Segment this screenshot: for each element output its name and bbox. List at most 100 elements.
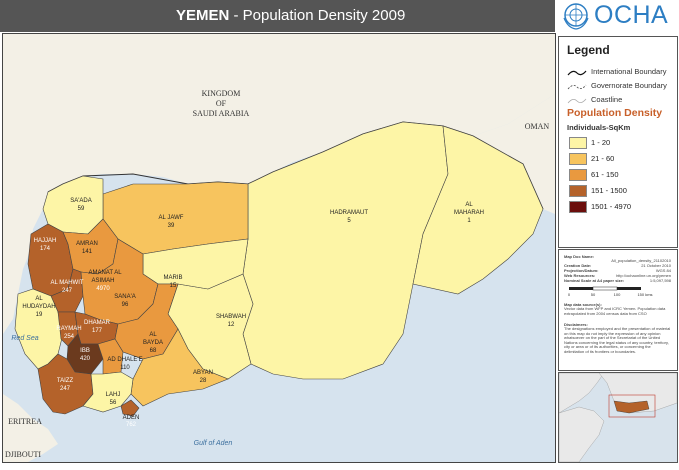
gov-name-amanat-1: AMANAT AL: [88, 270, 122, 276]
gov-name-aden: ADEN: [123, 415, 140, 421]
gov-value-raymah: 254: [64, 334, 75, 340]
legend-swatch-2: [569, 153, 587, 165]
gov-value-lahj: 56: [110, 400, 117, 406]
gov-value-ad-dhalee: 110: [120, 365, 130, 371]
gov-name-al-maharah-2: MAHARAH: [454, 210, 484, 216]
gov-value-sanaa: 96: [122, 302, 129, 308]
info-sources-text: Vector data from WFP and ICRC Yemen. Pop…: [564, 306, 666, 316]
gov-name-dhamar: DHAMAR: [84, 320, 111, 326]
gov-value-al-mahwit: 247: [62, 288, 73, 294]
gov-name-amanat-2: ASIMAH: [91, 278, 114, 284]
region-al-maharah[interactable]: [412, 125, 544, 295]
gov-name-sanaa: SANA'A: [114, 294, 136, 300]
gov-name-al-hudaydah-1: AL: [35, 296, 43, 302]
gov-name-taizz: TAIZZ: [57, 378, 74, 384]
gov-name-al-bayda-2: BAYDA: [143, 340, 163, 346]
country-label-saudi-2: OF: [216, 99, 227, 108]
gov-value-amanat: 4970: [96, 286, 110, 292]
scale-tick-2: 100: [614, 292, 621, 297]
country-label-eritrea: ERITREA: [8, 417, 42, 426]
sea-label-red-sea: Red Sea: [11, 335, 38, 342]
legend-governorate-boundary: Governorate Boundary: [567, 81, 675, 93]
gov-name-raymah: RAYMAH: [56, 326, 81, 332]
governorate-boundary-icon: [567, 84, 587, 90]
country-label-saudi-1: KINGDOM: [202, 89, 241, 98]
gov-value-saada: 59: [78, 206, 85, 212]
saudi-arabia-land: [3, 34, 555, 334]
gov-name-saada: SA'ADA: [70, 198, 92, 204]
gov-value-al-bayda: 68: [150, 348, 157, 354]
un-emblem-icon: [563, 3, 589, 30]
gov-value-marib: 15: [170, 283, 177, 289]
legend-international-boundary: International Boundary: [567, 67, 675, 79]
gov-name-al-hudaydah-2: HUDAYDAH: [22, 304, 55, 310]
gov-value-shabwah: 12: [228, 322, 235, 328]
info-disclaimer-text: The designations employed and the presen…: [564, 326, 671, 354]
info-scale-label: Nominal Scale at A4 paper size:: [564, 278, 625, 283]
gov-name-al-mahwit: AL MAHWIT: [50, 280, 83, 286]
gov-value-aden: 762: [126, 422, 137, 428]
info-map-doc-label: Map Doc Name:: [564, 254, 595, 259]
country-label-saudi-3: SAUDI ARABIA: [193, 109, 250, 118]
gov-name-shabwah: SHABWAH: [216, 314, 246, 320]
inset-locator-map[interactable]: [558, 372, 678, 463]
gov-value-al-maharah: 1: [467, 218, 471, 224]
info-scale-value: 1:5,097,598: [649, 278, 671, 283]
info-projection-label: Projection/Datum:: [564, 268, 599, 273]
gov-value-dhamar: 177: [92, 328, 103, 334]
region-aden[interactable]: [120, 399, 140, 417]
gov-name-ad-dhalee: AD DHALE'E: [107, 357, 142, 363]
legend-class-5: 1501 - 4970: [569, 201, 673, 213]
legend-coastline: Coastline: [567, 95, 675, 107]
title-bar: YEMEN - Population Density 2009: [0, 0, 555, 32]
info-sources-label: Map data source(s):: [564, 302, 602, 307]
gov-value-al-jawf: 39: [168, 223, 175, 229]
info-web-value: http://ochaonline.un.org/yemen: [616, 273, 671, 278]
gov-value-hadramaut: 5: [347, 218, 351, 224]
density-units: Individuals-SqKm: [567, 123, 631, 132]
oman-land: [473, 94, 555, 214]
scale-tick-1: 50: [591, 292, 596, 297]
scale-tick-0: 0: [568, 292, 571, 297]
coastline-icon: [567, 98, 587, 104]
gov-value-amran: 141: [82, 249, 93, 255]
legend-class-4: 151 - 1500: [569, 185, 673, 197]
info-projection-value: WGS 84: [655, 268, 671, 273]
africa-land: [3, 394, 58, 462]
gov-name-al-jawf: AL JAWF: [159, 215, 184, 221]
info-disclaimer-label: Disclaimers:: [564, 322, 588, 327]
density-heading: Population Density: [567, 107, 663, 119]
legend-swatch-5: [569, 201, 587, 213]
info-creation-label: Creation Date:: [564, 263, 592, 268]
gov-value-ibb: 420: [80, 356, 91, 362]
info-map-doc-value: All_population_density_21102010: [611, 258, 671, 263]
inset-africa-land: [559, 373, 605, 414]
gov-name-abyan: ABYAN: [193, 370, 213, 376]
inset-canvas: [559, 373, 677, 462]
scale-bar: 0 50 100 150 kms: [568, 286, 653, 297]
gov-name-marib: MARIB: [163, 275, 182, 281]
ocha-logo: OCHA: [558, 0, 679, 32]
info-creation-value: 21 October 2010: [641, 263, 671, 268]
legend-swatch-4: [569, 185, 587, 197]
gov-value-al-hudaydah: 19: [36, 312, 43, 318]
scale-tick-3: 150 kms: [637, 292, 652, 297]
gov-value-taizz: 247: [60, 386, 71, 392]
gov-name-ibb: IBB: [80, 348, 90, 354]
gov-name-hajjah: HAJJAH: [34, 238, 57, 244]
map-info-panel: Map Doc Name: All_population_density_211…: [558, 249, 678, 371]
inset-horn-land: [559, 406, 605, 462]
region-lahj[interactable]: [82, 371, 134, 413]
map-canvas[interactable]: KINGDOM OF SAUDI ARABIA OMAN ERITREA DJI…: [3, 34, 555, 462]
legend-swatch-1: [569, 137, 587, 149]
map-frame[interactable]: KINGDOM OF SAUDI ARABIA OMAN ERITREA DJI…: [2, 33, 556, 463]
legend-heading: Legend: [567, 43, 610, 57]
country-label-djibouti: DJIBOUTI: [5, 450, 41, 459]
international-boundary-icon: [567, 70, 587, 76]
gov-name-al-maharah-1: AL: [465, 202, 473, 208]
legend-class-1: 1 - 20: [569, 137, 673, 149]
gov-name-lahj: LAHJ: [106, 392, 121, 398]
legend-panel: Legend International Boundary Governorat…: [558, 36, 678, 248]
info-web-label: Web Resources:: [564, 273, 596, 278]
legend-class-3: 61 - 150: [569, 169, 673, 181]
